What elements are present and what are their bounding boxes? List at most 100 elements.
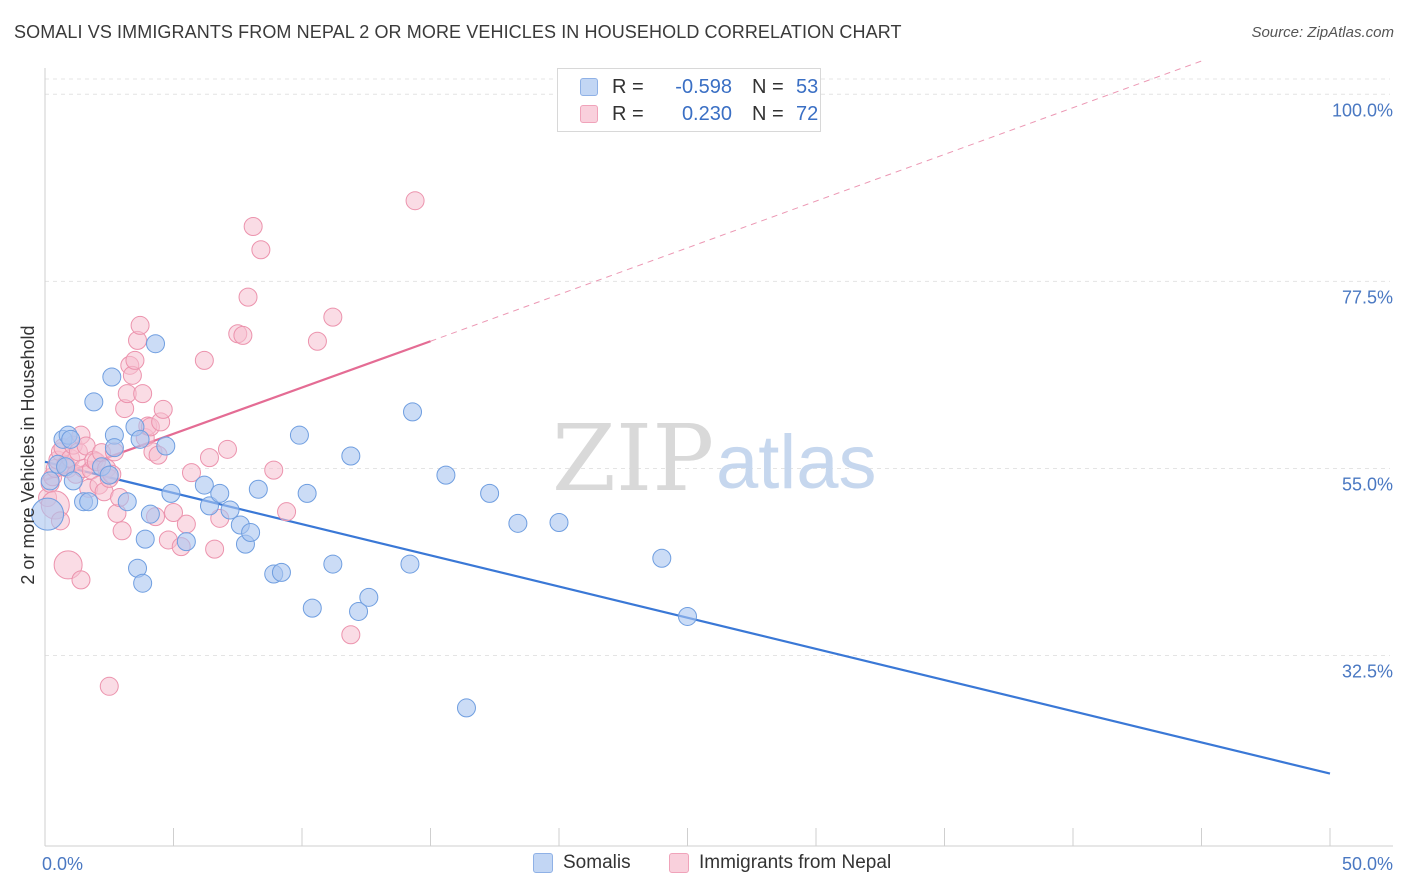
nepal-point	[112, 521, 132, 541]
legend-row-somalis: R = -0.598 N = 53	[580, 74, 818, 100]
somali-point	[156, 436, 176, 456]
nepal-points	[38, 191, 425, 696]
nepal-point	[199, 448, 219, 468]
somali-point	[359, 587, 379, 607]
somali-point	[99, 465, 119, 485]
somali-points	[31, 334, 697, 718]
somali-point	[549, 512, 569, 532]
y-tick-label: 55.0%	[1342, 474, 1393, 494]
somali-point	[456, 698, 476, 718]
somali-point	[176, 532, 196, 552]
legend-item-nepal: Immigrants from Nepal	[669, 852, 891, 874]
somali-point	[84, 392, 104, 412]
somali-point	[271, 562, 291, 582]
chart-source: Source: ZipAtlas.com	[1251, 24, 1394, 41]
nepal-point	[53, 550, 83, 580]
nepal-trend-extension	[430, 60, 1202, 342]
somali-point	[133, 573, 153, 593]
y-tick-label: 32.5%	[1342, 662, 1393, 682]
somali-point	[220, 500, 240, 520]
nepal-point	[153, 399, 173, 419]
nepal-point	[238, 287, 258, 307]
somali-point	[104, 438, 124, 458]
nepal-point	[130, 315, 150, 335]
nepal-legend-label: Immigrants from Nepal	[699, 852, 892, 873]
somali-point	[31, 497, 65, 531]
somali-point	[341, 446, 361, 466]
legend-item-somalis: Somalis	[533, 852, 631, 874]
watermark-zip: ZIP	[552, 405, 714, 512]
nepal-point	[323, 307, 343, 327]
nepal-point	[405, 191, 425, 211]
somali-point	[102, 367, 122, 387]
somali-point	[130, 429, 150, 449]
nepal-point	[217, 439, 237, 459]
chart-title: SOMALI VS IMMIGRANTS FROM NEPAL 2 OR MOR…	[14, 22, 902, 42]
somali-point	[146, 334, 166, 354]
nepal-point	[341, 625, 361, 645]
somali-point	[349, 601, 369, 621]
somali-point	[199, 496, 219, 516]
somali-point	[63, 471, 83, 491]
nepal-point	[164, 503, 183, 523]
r-label: R =	[612, 75, 644, 98]
somali-point	[210, 483, 230, 503]
nepal-point	[205, 539, 225, 559]
watermark-atlas: atlas	[716, 420, 877, 505]
somali-point	[135, 529, 155, 549]
somali-point	[400, 554, 420, 574]
nepal-point	[251, 240, 271, 260]
somali-point	[79, 492, 99, 512]
somali-point	[194, 475, 214, 495]
somalis-legend-label: Somalis	[563, 852, 631, 873]
nepal-point	[243, 216, 263, 236]
nepal-point	[125, 350, 145, 370]
r-value-nepal: 0.230	[681, 102, 732, 125]
series-legend: Somalis Immigrants from Nepal	[0, 852, 1406, 878]
nepal-point	[133, 384, 153, 404]
nepal-point	[264, 460, 284, 480]
somali-point	[508, 513, 528, 533]
somali-point	[117, 492, 137, 512]
r-value-somalis: -0.598	[675, 75, 732, 98]
nepal-point	[99, 676, 119, 696]
axes	[44, 68, 1393, 847]
somali-point	[302, 598, 322, 618]
somali-point	[241, 522, 261, 542]
n-value-nepal: 72	[796, 102, 819, 125]
y-tick-label: 77.5%	[1342, 287, 1393, 307]
r-label: R =	[612, 102, 644, 125]
x-tick-label: 50.0%	[1342, 854, 1393, 874]
n-value-somalis: 53	[796, 75, 819, 98]
somali-point	[40, 471, 60, 491]
x-tick-label: 0.0%	[42, 854, 83, 874]
somali-point	[403, 402, 423, 422]
somali-point	[436, 465, 456, 485]
nepal-point	[233, 325, 253, 345]
somali-point	[248, 479, 268, 499]
y-tick-labels: 100.0% 77.5% 55.0% 32.5%	[1332, 100, 1393, 681]
n-label: N =	[752, 102, 784, 125]
somalis-swatch	[580, 78, 598, 96]
x-tick-labels: 0.0% 50.0%	[42, 854, 1393, 874]
somali-point	[678, 606, 697, 626]
nepal-point	[194, 350, 214, 370]
somali-point	[161, 483, 181, 503]
nepal-point	[71, 570, 91, 590]
somali-point	[297, 483, 317, 503]
nepal-point	[176, 514, 196, 534]
somali-point	[140, 504, 160, 524]
somalis-legend-swatch	[533, 853, 553, 873]
nepal-point	[307, 331, 327, 351]
y-axis-label: 2 or more Vehicles in Household	[18, 325, 38, 584]
somali-point	[480, 483, 500, 503]
nepal-legend-swatch	[669, 853, 689, 873]
stats-legend: R = -0.598 N = 53 R = 0.230 N = 72	[557, 68, 821, 132]
somali-point	[289, 425, 309, 445]
somali-point	[652, 548, 672, 568]
nepal-swatch	[580, 105, 598, 123]
nepal-point	[181, 463, 201, 483]
somali-point	[323, 554, 343, 574]
gridlines	[45, 78, 1390, 657]
